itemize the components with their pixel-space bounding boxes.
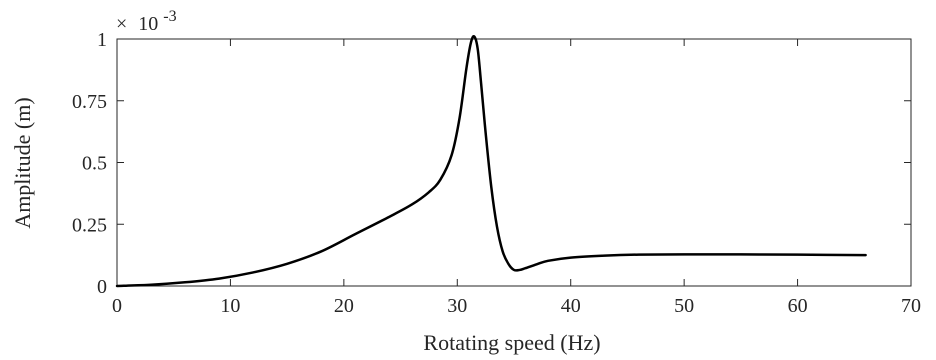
y-axis-label: Amplitude (m)	[10, 97, 35, 228]
y-exponent-base: 10	[138, 13, 158, 35]
y-tick-label: 0.75	[72, 91, 107, 113]
x-tick-label: 70	[901, 295, 921, 317]
x-axis: 0 10 20 30 40 50 60 70	[112, 39, 921, 317]
y-exponent-label: × 10 -3	[116, 8, 177, 35]
x-tick-label: 20	[334, 295, 354, 317]
x-tick-label: 50	[674, 295, 694, 317]
x-axis-label: Rotating speed (Hz)	[423, 330, 600, 355]
x-tick-label: 0	[112, 295, 122, 317]
amplitude-series-line	[115, 35, 867, 288]
y-tick-label: 1	[97, 29, 107, 51]
y-exponent-power: -3	[163, 8, 176, 25]
x-tick-label: 30	[447, 295, 467, 317]
series-layer	[115, 35, 867, 288]
plot-border	[116, 38, 912, 287]
svg-text:× 10 -3: × 10 -3	[116, 8, 177, 35]
y-tick-label: 0.25	[72, 214, 107, 236]
x-tick-label: 40	[561, 295, 581, 317]
y-tick-label: 0.5	[82, 153, 107, 175]
x-tick-label: 60	[788, 295, 808, 317]
y-tick-label: 0	[97, 276, 107, 298]
plot-frame	[116, 38, 912, 287]
y-axis: 0 0.25 0.5 0.75 1	[72, 29, 911, 298]
x-tick-label: 10	[220, 295, 240, 317]
y-exponent-times: ×	[116, 13, 127, 35]
